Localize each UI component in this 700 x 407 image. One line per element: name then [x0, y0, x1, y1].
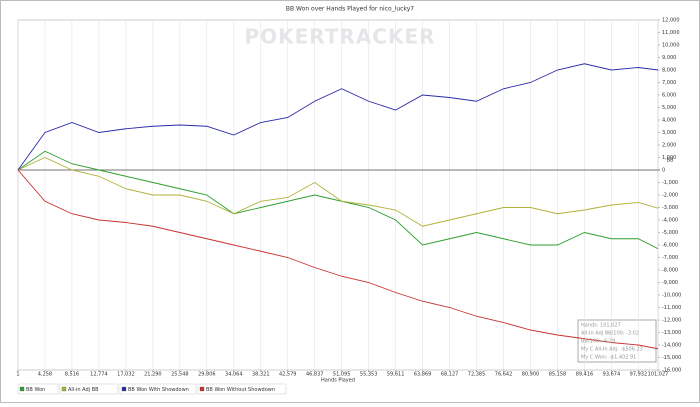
tooltip-line: All-In Adj BB/100: -3.02: [581, 331, 639, 337]
y-tick-label: -2,000: [662, 193, 678, 199]
chart-title: BB Won over Hands Played for nico_lucky7: [286, 6, 414, 13]
y-tick-label: 2,000: [662, 143, 676, 149]
y-tick-label: -11,000: [662, 305, 681, 311]
y-tick-label: -1,000: [662, 180, 678, 186]
x-tick-label: 12,774: [90, 372, 108, 378]
y-tick-label: -13,000: [662, 330, 681, 336]
legend-box: [17, 383, 59, 395]
legend-swatch: [19, 386, 25, 392]
x-tick-label: 29,806: [198, 372, 216, 378]
y-tick-label: 9,000: [662, 55, 676, 61]
legend-box: [197, 383, 287, 395]
x-tick-label: 8,516: [65, 372, 79, 378]
x-tick-label: 97,932: [630, 372, 648, 378]
legend-box: [59, 383, 119, 395]
watermark: POKERTRACKER: [244, 25, 435, 49]
y-tick-label: -15,000: [662, 355, 681, 361]
tooltip: [577, 319, 657, 363]
x-tick-label: 55,353: [360, 372, 378, 378]
plot-area: [17, 19, 659, 371]
x-axis-label: Hands Played: [321, 378, 355, 384]
y-tick-label: 3,000: [662, 130, 676, 136]
x-tick-label: 80,900: [522, 372, 540, 378]
y-tick-label: -10,000: [662, 293, 681, 299]
legend-label: All-in Adj BB: [68, 387, 99, 393]
x-tick-label: 63,869: [414, 372, 432, 378]
x-tick-label: 25,548: [171, 372, 189, 378]
legend-label: BB Won: [26, 387, 45, 393]
y-tick-label: -16,000: [662, 368, 681, 374]
y-tick-label: 8,000: [662, 68, 676, 74]
legend-label: BB Won Without Showdown: [206, 387, 275, 393]
y-tick-label: -5,000: [662, 230, 678, 236]
y-tick-label: 4,000: [662, 118, 676, 124]
y-tick-label: 0: [662, 168, 665, 174]
y-tick-label: 5,000: [662, 105, 676, 111]
x-tick-label: 76,642: [495, 372, 513, 378]
x-tick-label: 46,837: [306, 372, 324, 378]
y-tick-label: 1,000: [662, 155, 676, 161]
y-tick-label: 10,000: [662, 43, 680, 49]
x-tick-label: 89,416: [576, 372, 594, 378]
legend-box: [119, 383, 197, 395]
y-tick-label: 12,000: [662, 18, 680, 24]
x-tick-label: 68,127: [441, 372, 459, 378]
tooltip-line: My C All-In Adj: -$506.23: [581, 347, 643, 353]
x-tick-label: 85,158: [549, 372, 567, 378]
x-tick-label: 17,032: [117, 372, 135, 378]
tooltip-line: BB/100: -6.29: [581, 339, 615, 345]
x-tick-label: 21,290: [144, 372, 162, 378]
tooltip-line: Hands: 101,027: [581, 323, 621, 329]
y-axis-label: BB: [667, 158, 674, 164]
series-line: [17, 63, 659, 171]
legend-swatch: [121, 386, 127, 392]
y-tick-label: -6,000: [662, 243, 678, 249]
x-tick-label: 101,027: [648, 372, 669, 378]
x-tick-label: 42,579: [279, 372, 297, 378]
y-tick-label: 11,000: [662, 30, 680, 36]
y-tick-label: -3,000: [662, 205, 678, 211]
legend-swatch: [61, 386, 67, 392]
y-tick-label: -7,000: [662, 255, 678, 261]
series-line: [17, 169, 659, 350]
legend-swatch: [199, 386, 205, 392]
x-tick-label: 59,611: [387, 372, 405, 378]
x-tick-label: 4,258: [38, 372, 52, 378]
y-tick-label: -9,000: [662, 280, 678, 286]
y-tick-label: -8,000: [662, 268, 678, 274]
x-tick-label: 51,095: [333, 372, 351, 378]
y-tick-label: 7,000: [662, 80, 676, 86]
y-tick-label: -14,000: [662, 343, 681, 349]
tooltip-box: [577, 319, 657, 363]
y-tick-label: 6,000: [662, 93, 676, 99]
y-tick-label: -12,000: [662, 318, 681, 324]
y-tick-label: -4,000: [662, 218, 678, 224]
x-tick-label: 1: [16, 372, 19, 378]
series-line: [17, 157, 659, 227]
tooltip-line: My C Won: -$1,402.91: [581, 355, 636, 361]
x-tick-label: 38,321: [252, 372, 270, 378]
legend-label: BB Won With Showdown: [128, 387, 189, 393]
x-tick-label: 72,385: [468, 372, 486, 378]
x-tick-label: 93,674: [603, 372, 621, 378]
x-tick-label: 34,064: [225, 372, 243, 378]
